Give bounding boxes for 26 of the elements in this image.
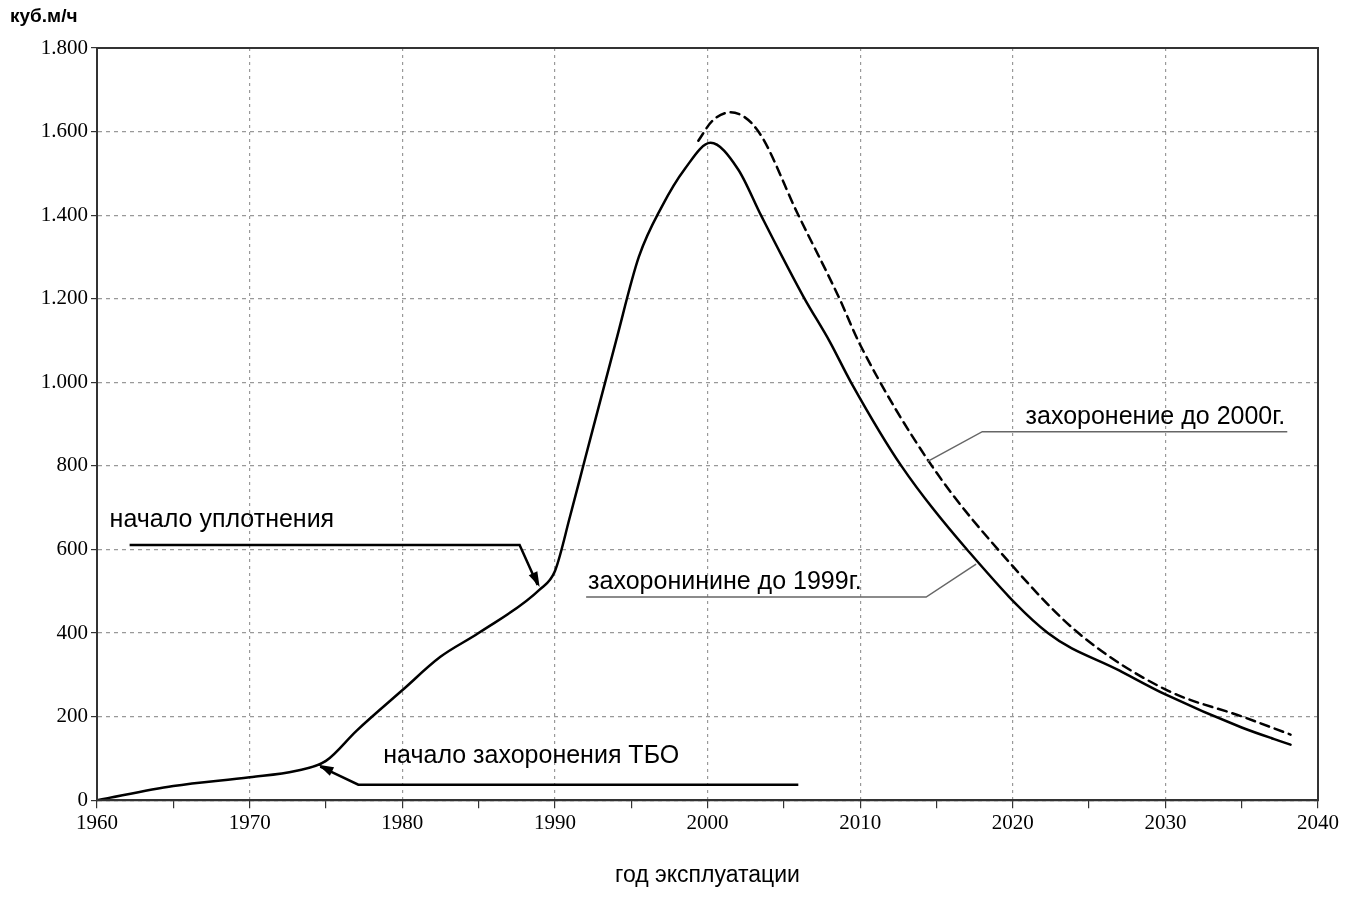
x-tick-label: 1970 <box>228 810 271 835</box>
y-tick-label: 1.800 <box>40 34 88 59</box>
x-tick-label: 2000 <box>686 810 729 835</box>
x-tick-label: 2030 <box>1144 810 1187 835</box>
x-tick-label: 1990 <box>533 810 576 835</box>
annotation: начало уплотнения <box>109 504 335 533</box>
y-tick-label: 1.200 <box>40 285 88 310</box>
x-tick-label: 2020 <box>991 810 1034 835</box>
x-tick-label: 1960 <box>76 810 118 835</box>
y-tick-label: 600 <box>56 535 88 560</box>
line-series <box>97 141 1292 801</box>
annotation: начало захоронения ТБО <box>383 739 680 768</box>
x-tick-label: 1980 <box>381 810 424 835</box>
y-axis-title: куб.м/ч <box>10 4 78 26</box>
y-tick-label: 1.600 <box>40 118 88 143</box>
y-tick-label: 200 <box>56 703 88 728</box>
y-tick-label: 800 <box>56 452 88 477</box>
y-tick-label: 1.000 <box>40 368 88 393</box>
annotation: захоронинине до 1999г. <box>588 566 862 595</box>
y-tick-label: 1.400 <box>40 201 88 226</box>
x-axis-title: год эксплуатации <box>615 860 800 887</box>
x-tick-label: 2040 <box>1297 810 1339 835</box>
annotation: захоронение до 2000г. <box>1025 400 1286 429</box>
y-tick-label: 400 <box>56 619 88 644</box>
y-tick-label: 0 <box>77 786 88 811</box>
x-tick-label: 2010 <box>839 810 882 835</box>
